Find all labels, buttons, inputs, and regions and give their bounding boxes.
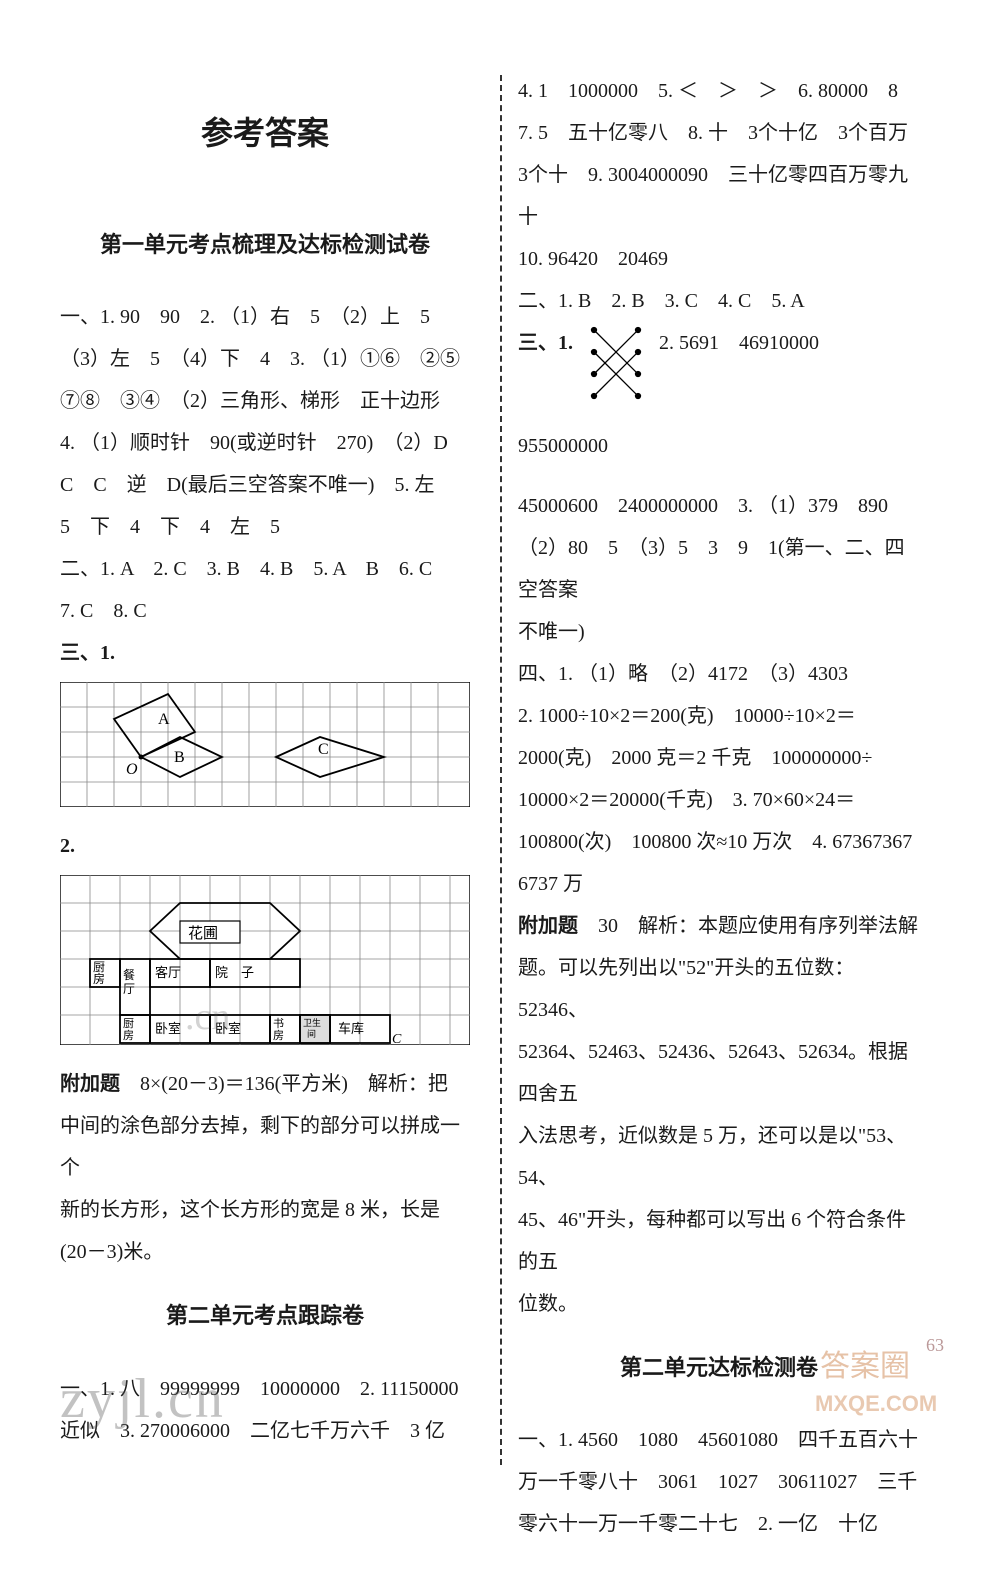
unit2-title: 第二单元考点跟踪卷 [60,1293,470,1339]
r-sec2: 二、1. B 2. B 3. C 4. C 5. A [518,280,920,322]
r-l4: 10. 96420 20469 [518,238,920,280]
sec3-label2-text: 2. [60,835,75,857]
left-column: 参考答案 第一单元考点梳理及达标检测试卷 一、1. 90 90 2. （1）右 … [60,70,490,1545]
svg-text:房: 房 [93,971,105,986]
sec1-line2: （3）左 5 （4）下 4 3. （1）①⑥ ②⑤ [60,338,470,380]
r-sec3-pre: 三、1. [518,332,573,354]
fig1-label-c: C [318,741,329,758]
svg-text:厅: 厅 [123,982,135,996]
fig2-c: C [392,1032,402,1045]
sec3-label-text: 三、1. [60,642,115,664]
sec3-label: 三、1. [60,632,470,674]
fig2-hua: 花圃 [188,925,218,942]
r-extra-label: 附加题 [518,915,578,937]
extra-l3: 新的长方形，这个长方形的宽是 8 米，长是 [60,1189,470,1231]
sec2-line1: 二、1. A 2. C 3. B 4. B 5. A B 6. C [60,548,470,590]
r-extra-3: 52364、52463、52436、52643、52634。根据四舍五 [518,1031,920,1115]
fig2-che: 车库 [338,1021,364,1036]
fig2-yuan: 院 子 [215,965,254,980]
fig2-chu2: 厨 [123,1017,134,1030]
sec1-line5: C C 逆 D(最后三空答案不唯一) 5. 左 [60,464,470,506]
r-l6: （2）80 5 （3）5 3 9 1(第一、二、四空答案 [518,527,920,611]
fig1-label-o: O [126,761,138,778]
unit1-title: 第一单元考点梳理及达标检测试卷 [60,222,470,268]
r-sec4-l2: 2. 1000÷10×2＝200(克) 10000÷10×2＝ [518,695,920,737]
r-l1: 4. 1 1000000 5. ＜ ＞ ＞ 6. 80000 8 [518,70,920,112]
r-sec3: 三、1. 2. 5691 46910000 955000000 [518,322,920,467]
column-divider [500,75,502,1465]
r-sec4-l4: 10000×2＝20000(千克) 3. 70×60×24＝ [518,779,920,821]
extra-label: 附加题 [60,1073,120,1095]
sec2-line2: 7. C 8. C [60,590,470,632]
figure-1: A B C O [60,682,470,807]
extra-l4: (20－3)米。 [60,1231,470,1273]
u2b-l3: 零六十一万一千零二十七 2. 一亿 十亿 [518,1503,920,1545]
fig2-wo1: 卧室 [155,1021,181,1036]
figure-2: 花圃 厨 房 餐 [60,875,470,1045]
r-extra-l1t: 30 解析：本题应使用有序列举法解 [598,915,918,937]
fig2-ke: 客厅 [155,965,181,980]
r-l2: 7. 5 五十亿零八 8. 十 3个十亿 3个百万 [518,112,920,154]
r-sec4-l1: 四、1. （1）略 （2）4172 （3）4303 [518,653,920,695]
svg-text:间: 间 [307,1028,316,1039]
fig2-can: 餐 [123,967,135,982]
page-number: 63 [926,1335,944,1356]
sec1-line6: 5 下 4 下 4 左 5 [60,506,470,548]
r-sec4-l3: 2000(克) 2000 克＝2 千克 100000000÷ [518,737,920,779]
u2-l1: 一、1. 八 99999999 10000000 2. 11150000 [60,1368,470,1410]
r-extra-6: 位数。 [518,1283,920,1325]
fig1-label-a: A [158,711,170,728]
extra-line1-text: 8×(20－3)＝136(平方米) 解析：把 [140,1073,448,1095]
extra-l2: 中间的涂色部分去掉，剩下的部分可以拼成一个 [60,1105,470,1189]
unit2b-title: 第二单元达标检测卷 [518,1345,920,1391]
r-extra-5: 45、46"开头，每种都可以写出 6 个符合条件的五 [518,1199,920,1283]
svg-text:房: 房 [273,1029,284,1042]
r-extra-4: 入法思考，近似数是 5 万，还可以是以"53、54、 [518,1115,920,1199]
fig2-wo2: 卧室 [215,1021,241,1036]
sec3-label2: 2. [60,825,470,867]
sec1-line1: 一、1. 90 90 2. （1）右 5 （2）上 5 [60,296,470,338]
right-column: 4. 1 1000000 5. ＜ ＞ ＞ 6. 80000 8 7. 5 五十… [490,70,920,1545]
u2b-l2: 万一千零八十 3061 1027 30611027 三千 [518,1461,920,1503]
r-sec4-l6: 6737 万 [518,863,920,905]
matching-figure [586,322,646,425]
sec1-line4: 4. （1）顺时针 90(或逆时针 270) （2）D [60,422,470,464]
fig1-label-b: B [174,749,185,766]
r-sec4-l5: 100800(次) 100800 次≈10 万次 4. 67367367 [518,821,920,863]
main-title: 参考答案 [60,100,470,167]
fig2-shu: 书 [273,1017,284,1030]
svg-text:房: 房 [123,1029,134,1042]
r-extra-2: 题。可以先列出以"52"开头的五位数：52346、 [518,947,920,1031]
r-l5: 45000600 2400000000 3. （1）379 890 [518,485,920,527]
r-extra-1: 附加题 30 解析：本题应使用有序列举法解 [518,905,920,947]
u2b-l1: 一、1. 4560 1080 45601080 四千五百六十 [518,1419,920,1461]
r-l3: 3个十 9. 3004000090 三十亿零四百万零九十 [518,154,920,238]
r-l7: 不唯一) [518,611,920,653]
fig2-wei: 卫生 [303,1017,321,1028]
extra-l1: 附加题 8×(20－3)＝136(平方米) 解析：把 [60,1063,470,1105]
u2-l2: 近似 3. 270006000 二亿七千万六千 3 亿 [60,1410,470,1452]
page-root: 参考答案 第一单元考点梳理及达标检测试卷 一、1. 90 90 2. （1）右 … [0,0,1000,1585]
sec1-line3: ⑦⑧ ③④ （2）三角形、梯形 正十边形 [60,380,470,422]
